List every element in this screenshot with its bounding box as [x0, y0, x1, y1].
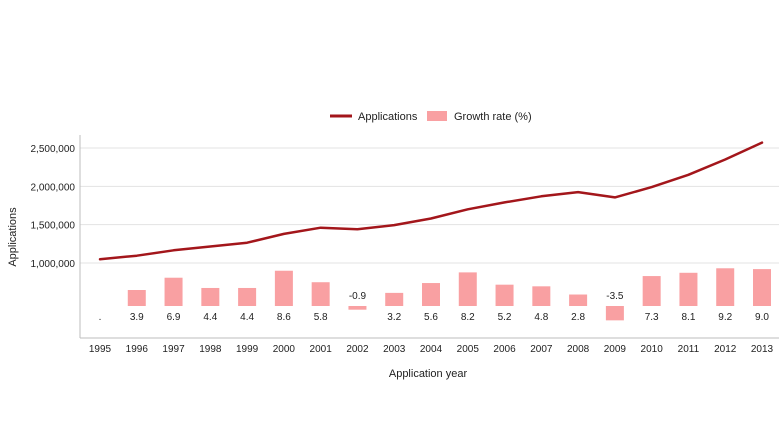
- legend-bar-swatch: [427, 111, 447, 121]
- growth-rate-label: 2.8: [571, 312, 585, 323]
- growth-rate-label: 5.8: [314, 312, 328, 323]
- growth-rate-bar: [679, 272, 698, 306]
- x-tick-label: 2008: [567, 344, 590, 355]
- growth-rate-label: 8.1: [681, 312, 695, 323]
- growth-rate-label: 9.2: [718, 312, 732, 323]
- growth-rate-label: .: [99, 312, 102, 323]
- growth-rate-label: 4.4: [240, 312, 254, 323]
- growth-rate-label: 4.8: [534, 312, 548, 323]
- growth-rate-label: 5.6: [424, 312, 438, 323]
- grid-layer: [80, 147, 779, 264]
- growth-rate-label: 7.3: [645, 312, 659, 323]
- bar-layer: [127, 268, 771, 321]
- y-tick-label: 2,000,000: [31, 182, 76, 193]
- axis-layer: [79, 135, 779, 339]
- y-tick-label: 2,500,000: [31, 144, 76, 155]
- x-axis-title: Application year: [389, 368, 468, 380]
- x-tick-label: 1997: [162, 344, 185, 355]
- x-tick-label: 2011: [678, 344, 700, 355]
- x-tick-label: 1999: [236, 344, 259, 355]
- growth-rate-bar: [605, 306, 624, 321]
- x-tick-label: 2012: [714, 344, 737, 355]
- x-tick-label: 2005: [457, 344, 480, 355]
- x-tick-label: 2002: [346, 344, 369, 355]
- growth-rate-bar: [458, 272, 477, 306]
- x-tick-label: 1996: [126, 344, 149, 355]
- y-tick-label: 1,500,000: [31, 221, 76, 232]
- growth-rate-bar: [385, 292, 404, 306]
- growth-rate-bar: [348, 306, 367, 310]
- growth-rate-bar: [422, 283, 440, 306]
- x-tick-label: 2001: [310, 344, 333, 355]
- growth-rate-label: 3.9: [130, 312, 144, 323]
- growth-rate-label: -3.5: [606, 291, 624, 302]
- growth-rate-bar: [753, 269, 771, 306]
- growth-rate-bar: [716, 268, 735, 306]
- growth-rate-bar: [311, 282, 330, 306]
- growth-rate-label: 6.9: [167, 312, 181, 323]
- growth-rate-bar: [532, 286, 551, 306]
- legend-label-growth-rate: Growth rate (%): [454, 111, 532, 123]
- y-axis-title: Applications: [7, 207, 19, 267]
- growth-rate-bar: [164, 277, 183, 306]
- growth-rate-label: 8.6: [277, 312, 291, 323]
- growth-rate-bar: [201, 287, 220, 306]
- applications-line: [98, 141, 764, 261]
- x-tick-label: 2007: [530, 344, 553, 355]
- growth-rate-bar: [238, 287, 257, 306]
- growth-rate-label: 5.2: [498, 312, 512, 323]
- growth-rate-bar: [642, 276, 661, 306]
- legend-label-applications: Applications: [358, 111, 418, 123]
- growth-rate-label: 8.2: [461, 312, 475, 323]
- x-tick-label: 2003: [383, 344, 406, 355]
- y-tick-label: 1,000,000: [31, 259, 76, 270]
- x-tick-label: 2009: [604, 344, 627, 355]
- x-tick-label: 1995: [89, 344, 112, 355]
- x-tick-label: 2004: [420, 344, 443, 355]
- growth-rate-label: 4.4: [203, 312, 217, 323]
- growth-rate-label: -0.9: [349, 291, 367, 302]
- growth-rate-bar: [569, 294, 588, 306]
- x-tick-label: 2013: [751, 344, 774, 355]
- x-tick-label: 2010: [641, 344, 664, 355]
- x-tick-label: 2000: [273, 344, 296, 355]
- growth-rate-bar: [495, 284, 514, 306]
- label-layer: 1,000,000 1,500,000 2,000,000 2,500,000. 3.9…: [31, 144, 774, 355]
- growth-rate-bar: [127, 290, 146, 306]
- x-tick-label: 1998: [199, 344, 222, 355]
- growth-rate-label: 9.0: [755, 312, 769, 323]
- legend: Applications Growth rate (%): [330, 111, 532, 123]
- line-layer: [98, 141, 764, 261]
- growth-rate-label: 3.2: [387, 312, 401, 323]
- growth-rate-bar: [274, 270, 293, 306]
- x-tick-label: 2006: [493, 344, 516, 355]
